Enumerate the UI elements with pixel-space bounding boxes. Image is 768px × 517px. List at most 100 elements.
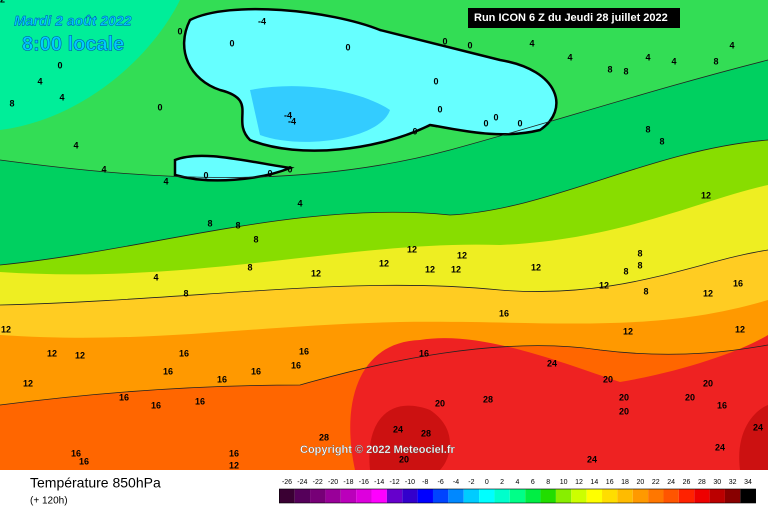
contour-label: 24: [587, 454, 597, 464]
contour-label: 0: [345, 42, 350, 52]
contour-label: 28: [319, 432, 329, 442]
contour-label: 8: [235, 220, 240, 230]
colorbar-label: 14: [590, 479, 598, 486]
colorbar-label: 18: [621, 479, 629, 486]
colorbar-swatch: [417, 489, 433, 503]
colorbar-swatch: [540, 489, 556, 503]
colorbar-swatch: [463, 489, 480, 503]
colorbar-label: 34: [744, 479, 752, 486]
contour-label: 0: [493, 112, 498, 122]
colorbar-label: 16: [606, 479, 614, 486]
contour-label: 12: [457, 250, 467, 260]
colorbar-label: 26: [683, 479, 691, 486]
contour-label: 12: [229, 460, 239, 470]
contour-label: 16: [733, 278, 743, 288]
forecast-date: Mardi 2 août 2022: [14, 13, 132, 29]
colorbar-label: 6: [531, 479, 535, 486]
contour-label: 4: [645, 52, 650, 62]
run-info: Run ICON 6 Z du Jeudi 28 juillet 2022: [474, 12, 668, 24]
contour-label: 20: [619, 406, 629, 416]
colorbar-swatch: [279, 489, 295, 503]
colorbar-label: -22: [313, 479, 323, 486]
contour-label: 8: [253, 234, 258, 244]
contour-label: 12: [379, 258, 389, 268]
contour-label: 0: [412, 126, 417, 136]
contour-label: 16: [179, 348, 189, 358]
contour-label: 0: [467, 40, 472, 50]
contour-label: 0: [517, 118, 522, 128]
contour-label: 4: [297, 198, 302, 208]
colorbar-label: -12: [390, 479, 400, 486]
contour-label: 16: [499, 308, 509, 318]
contour-label: 0: [57, 60, 62, 70]
contour-label: 12: [1, 324, 11, 334]
contour-label: 8: [207, 218, 212, 228]
contour-label: 16: [717, 400, 727, 410]
colorbar-label: 28: [698, 479, 706, 486]
contour-label: 28: [483, 394, 493, 404]
field-cold: [250, 86, 390, 142]
colorbar-swatch: [325, 489, 341, 503]
contour-label: 28: [421, 428, 431, 438]
contour-label: 20: [435, 398, 445, 408]
footer-lead: (+ 120h): [30, 496, 68, 507]
colorbar-swatch: [494, 489, 510, 503]
colorbar-swatch: [402, 489, 418, 503]
footer-title: Température 850hPa: [30, 475, 161, 491]
contour-label: 24: [393, 424, 403, 434]
colorbar-label: -4: [453, 479, 459, 486]
contour-label: 0: [203, 170, 208, 180]
colorbar-label: 10: [560, 479, 568, 486]
copyright: Copyright © 2022 Meteociel.fr: [300, 444, 456, 456]
colorbar-label: -10: [405, 479, 415, 486]
forecast-time: 8:00 locale: [22, 33, 124, 55]
contour-label: 8: [659, 136, 664, 146]
contour-label: 12: [407, 244, 417, 254]
contour-label: 0: [229, 38, 234, 48]
contour-label: 4: [567, 52, 572, 62]
colorbar-label: 24: [667, 479, 675, 486]
colorbar-swatch: [310, 489, 326, 503]
contours: [0, 59, 768, 406]
contour-label: 0: [157, 102, 162, 112]
contour-label: 4: [59, 92, 64, 102]
contour-label: 16: [79, 456, 89, 466]
contour-label: 4: [529, 38, 534, 48]
colorbar-swatch: [724, 489, 741, 503]
colorbar-label: -8: [422, 479, 428, 486]
field-extreme: [369, 405, 768, 470]
contour-label: 8: [623, 66, 628, 76]
contour-label: 4: [729, 40, 734, 50]
contour-label: 16: [229, 448, 239, 458]
colorbar-label: -6: [438, 479, 444, 486]
colorbar-swatch: [632, 489, 649, 503]
colorbar-label: 0: [485, 479, 489, 486]
contour-label: 0: [433, 76, 438, 86]
contour-label: 16: [71, 448, 81, 458]
contour-label: 16: [251, 366, 261, 376]
contour-label: 20: [603, 374, 613, 384]
contour-label: 12: [47, 348, 57, 358]
contour-label: 4: [73, 140, 78, 150]
colorbar-swatch: [356, 489, 372, 503]
contour-label: 8: [713, 56, 718, 66]
colorbar-swatch: [479, 489, 495, 503]
colorbar-swatch: [555, 489, 572, 503]
colorbar-label: 4: [516, 479, 520, 486]
contour-label: 4: [37, 76, 42, 86]
contour-label: 16: [151, 400, 161, 410]
colorbar-swatch: [509, 489, 526, 503]
contour-label: 4: [153, 272, 158, 282]
colorbar-label: -2: [468, 479, 474, 486]
contour-label: 12: [451, 264, 461, 274]
run-box: [468, 8, 680, 28]
contour-label: 8: [247, 262, 252, 272]
contour-label: 20: [685, 392, 695, 402]
contour-label: 24: [715, 442, 725, 452]
contour-label: 24: [753, 422, 763, 432]
contour-label: 4: [101, 164, 106, 174]
colorbar-swatch: [448, 489, 464, 503]
contour-label: 16: [299, 346, 309, 356]
contour-label: 16: [419, 348, 429, 358]
colorbar-label: 8: [546, 479, 550, 486]
